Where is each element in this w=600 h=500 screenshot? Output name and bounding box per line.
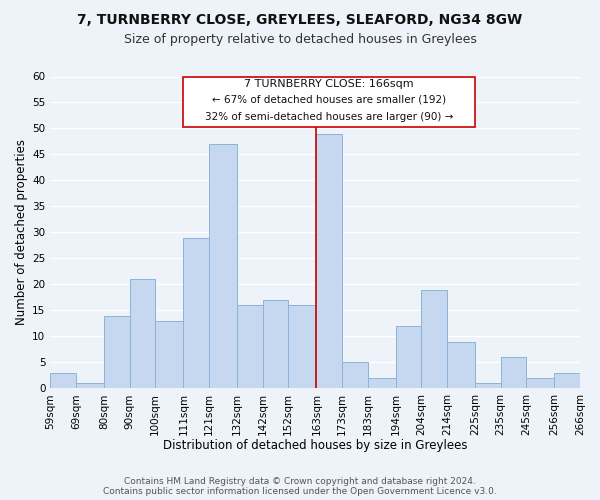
Bar	[500, 357, 526, 388]
Text: ← 67% of detached houses are smaller (192): ← 67% of detached houses are smaller (19…	[212, 95, 446, 105]
Bar	[155, 321, 184, 388]
Bar	[184, 238, 209, 388]
Text: Size of property relative to detached houses in Greylees: Size of property relative to detached ho…	[124, 32, 476, 46]
Y-axis label: Number of detached properties: Number of detached properties	[15, 140, 28, 326]
Text: Contains public sector information licensed under the Open Government Licence v3: Contains public sector information licen…	[103, 488, 497, 496]
Bar	[288, 305, 316, 388]
Bar	[76, 383, 104, 388]
Text: Contains HM Land Registry data © Crown copyright and database right 2024.: Contains HM Land Registry data © Crown c…	[124, 476, 476, 486]
Bar	[50, 373, 76, 388]
X-axis label: Distribution of detached houses by size in Greylees: Distribution of detached houses by size …	[163, 440, 467, 452]
Bar	[368, 378, 396, 388]
Bar	[263, 300, 288, 388]
Bar	[209, 144, 237, 388]
FancyBboxPatch shape	[184, 76, 475, 128]
Bar	[447, 342, 475, 388]
Bar	[396, 326, 421, 388]
Text: 7 TURNBERRY CLOSE: 166sqm: 7 TURNBERRY CLOSE: 166sqm	[244, 80, 414, 90]
Text: 32% of semi-detached houses are larger (90) →: 32% of semi-detached houses are larger (…	[205, 112, 454, 122]
Bar	[554, 373, 580, 388]
Bar	[421, 290, 447, 388]
Bar	[104, 316, 130, 388]
Bar	[526, 378, 554, 388]
Text: 7, TURNBERRY CLOSE, GREYLEES, SLEAFORD, NG34 8GW: 7, TURNBERRY CLOSE, GREYLEES, SLEAFORD, …	[77, 12, 523, 26]
Bar	[342, 362, 368, 388]
Bar	[130, 279, 155, 388]
Bar	[237, 305, 263, 388]
Bar	[475, 383, 500, 388]
Bar	[316, 134, 342, 388]
